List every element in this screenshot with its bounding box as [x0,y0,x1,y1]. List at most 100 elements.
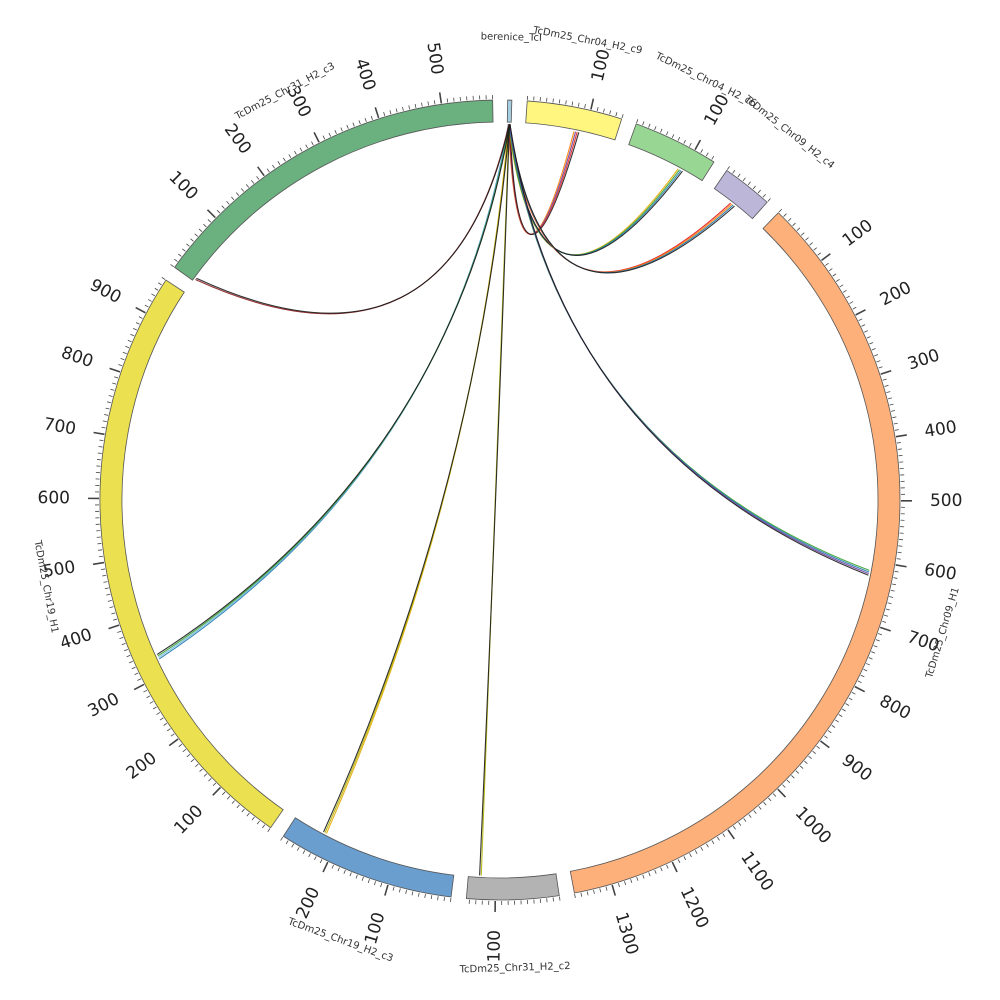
minor-tick [246,812,250,817]
minor-tick [373,881,376,886]
minor-tick [558,99,561,104]
minor-tick [868,657,873,660]
minor-tick [151,293,156,297]
minor-tick [104,414,109,416]
minor-tick [102,420,107,423]
major-tick [384,884,389,896]
tick-label: 100 [361,910,389,947]
minor-tick [117,630,122,633]
ideogram-tcdm25-chr04-h2-c9 [525,100,623,141]
minor-tick [743,818,747,822]
minor-tick [586,891,589,896]
major-tick [135,306,146,314]
minor-tick [383,111,386,117]
minor-tick [861,324,866,327]
minor-tick [103,581,108,583]
minor-tick [108,395,113,397]
minor-tick [857,680,862,684]
minor-tick [267,828,271,832]
minor-tick [892,583,897,586]
major-tick [895,564,907,568]
minor-tick [361,876,364,881]
minor-tick [235,192,240,196]
minor-tick [129,660,133,664]
minor-tick [241,808,245,813]
minor-tick [99,439,104,442]
minor-tick [207,219,212,223]
minor-tick [893,422,898,425]
minor-tick [311,141,314,146]
tick-label: 1100 [736,848,777,895]
major-tick [821,253,831,262]
minor-tick [876,360,881,363]
ideogram-tcdm25-chr19-h2-c3 [282,817,455,898]
minor-tick [726,166,730,170]
tick-label: 1300 [611,910,642,957]
minor-tick [752,185,756,190]
minor-tick [642,874,645,879]
tick-label: 700 [42,414,77,439]
tick-label: 800 [876,691,914,724]
minor-tick [852,306,857,310]
minor-tick [305,144,308,149]
minor-tick [203,223,207,228]
minor-tick [624,881,627,886]
minor-tick [113,618,118,621]
minor-tick [119,636,124,640]
minor-tick [705,152,709,157]
tick-label: 500 [42,557,77,582]
minor-tick [869,342,874,345]
tick-label: 900 [838,750,876,785]
tick-label: 400 [58,625,95,654]
minor-tick [417,892,420,897]
major-tick [374,107,380,119]
minor-tick [392,886,395,891]
minor-tick [107,600,112,602]
minor-tick [593,889,595,894]
minor-tick [109,606,114,609]
minor-tick [660,867,663,872]
minor-tick [812,750,816,754]
minor-tick [251,816,255,821]
minor-tick [222,791,226,796]
minor-tick [772,793,777,797]
minor-tick [817,252,822,256]
minor-tick [571,101,574,106]
minor-tick [584,104,586,109]
minor-tick [700,149,704,154]
minor-tick [212,782,217,787]
minor-tick [677,859,681,864]
minor-tick [343,869,346,874]
minor-tick [346,124,349,129]
minor-tick [106,593,111,596]
minor-tick [203,773,208,777]
ideogram-tcdm25-chr19-h1 [99,279,284,829]
minor-tick [882,620,887,623]
minor-tick [358,120,361,125]
minor-tick [825,262,829,266]
minor-tick [389,110,392,115]
minor-tick [871,651,876,654]
minor-tick [149,701,154,704]
minor-tick [603,108,605,113]
tick-label: 200 [220,120,255,158]
minor-tick [706,843,709,848]
minor-tick [446,98,449,103]
minor-tick [596,106,599,112]
minor-tick [199,768,203,772]
minor-tick [609,110,612,115]
minor-tick [154,287,159,291]
major-tick [133,683,145,691]
minor-tick [574,893,576,899]
minor-tick [266,168,270,173]
link-tcdm25-chr09-h1-strand [507,124,870,571]
minor-tick [796,227,801,231]
minor-tick [121,642,126,646]
minor-tick [742,177,746,182]
minor-tick [340,127,343,132]
minor-tick [112,382,117,385]
minor-tick [236,804,240,809]
minor-tick [282,157,286,162]
minor-tick [157,282,162,286]
minor-tick [863,668,868,672]
